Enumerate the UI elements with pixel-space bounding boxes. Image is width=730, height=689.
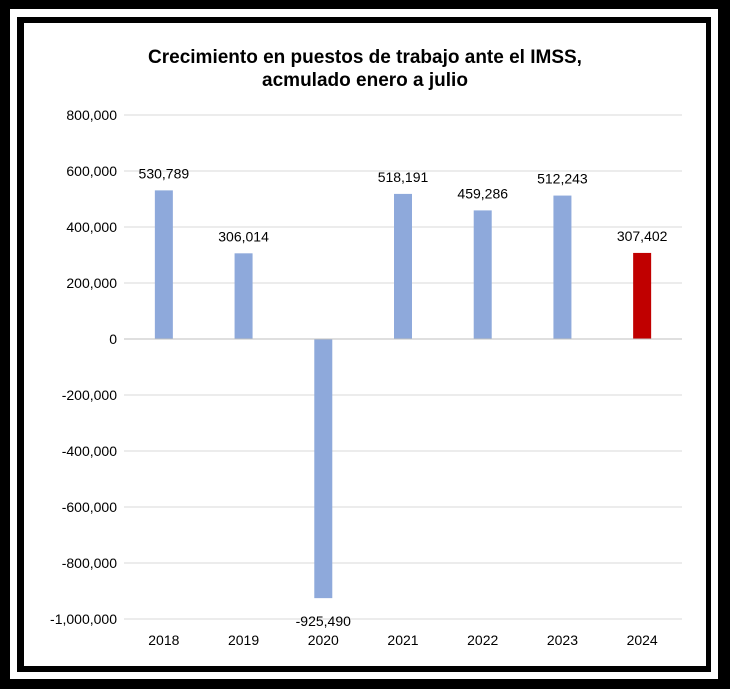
y-tick-label: -800,000 [62,555,117,571]
bar-2024 [633,252,652,339]
data-label: 518,191 [378,169,429,185]
data-label: 307,402 [617,228,668,244]
data-label: 512,243 [537,171,588,187]
y-tick-label: -600,000 [62,499,117,515]
x-tick-label: 2023 [547,632,578,648]
x-tick-label: 2019 [228,632,259,648]
bar-2019 [234,253,253,339]
data-label: 459,286 [457,185,508,201]
gridlines [124,114,682,620]
y-tick-label: -400,000 [62,443,117,459]
x-tick-label: 2022 [467,632,498,648]
y-tick-label: 600,000 [66,163,117,179]
bar-2020 [314,339,333,599]
y-tick-label: 800,000 [66,107,117,123]
y-axis-ticks: 800,000 600,000 400,000 200,000 0 -200,000 -40… [50,107,117,627]
x-tick-label: 2021 [387,632,418,648]
bar-2018 [154,190,173,339]
chart-title-line-1: Crecimiento en puestos de trabajo ante e… [148,47,582,68]
chart-title-line-2: acmulado enero a julio [262,70,468,91]
y-tick-label: -200,000 [62,387,117,403]
bar-2021 [394,193,412,339]
y-tick-label: 400,000 [66,219,117,235]
bar-2022 [473,210,492,339]
x-tick-label: 2020 [308,632,339,648]
chart-panel: Crecimiento en puestos de trabajo ante e… [24,23,706,666]
bar-chart: Crecimiento en puestos de trabajo ante e… [50,47,682,648]
bars [154,190,652,599]
data-label: -925,490 [296,613,351,629]
bar-2023 [553,195,572,339]
y-tick-label: 200,000 [66,275,117,291]
data-label: 306,014 [218,228,269,244]
x-axis-ticks: 2018 2019 2020 2021 2022 2023 2024 [148,632,658,648]
data-labels: 530,789 306,014 -925,490 518,191 459,286 512,… [139,165,668,629]
chart-title: Crecimiento en puestos de trabajo ante e… [148,47,582,91]
x-tick-label: 2024 [627,632,658,648]
x-tick-label: 2018 [148,632,179,648]
y-tick-label: -1,000,000 [50,611,117,627]
y-tick-label: 0 [109,331,117,347]
data-label: 530,789 [139,165,190,181]
